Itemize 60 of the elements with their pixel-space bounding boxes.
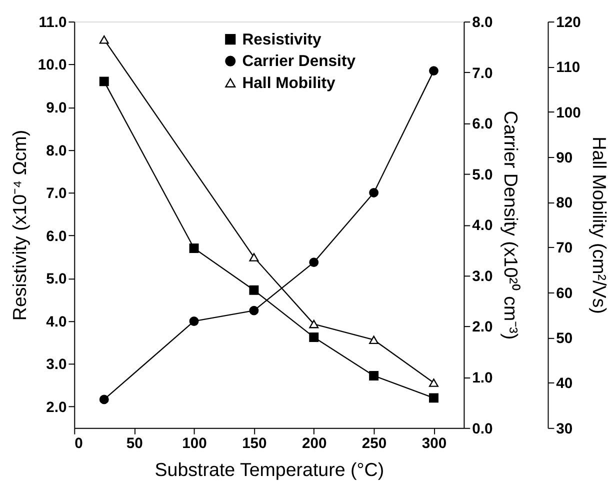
- y3-axis-title: Hall Mobility (cm²/Vs): [588, 136, 610, 314]
- y-tick-label: 4.0: [46, 314, 67, 330]
- point: [309, 320, 319, 328]
- y3-tick-label: 70: [556, 240, 573, 257]
- y-tick-label: 11.0: [38, 14, 67, 31]
- y3-tick-label: 110: [556, 60, 580, 76]
- y2-tick-label: 0.0: [472, 421, 493, 438]
- point: [99, 76, 109, 86]
- y3-tick-label: 60: [556, 286, 573, 302]
- y2-tick-label: 1.0: [472, 370, 493, 387]
- y3-tick-label: 120: [556, 14, 581, 31]
- point: [429, 393, 438, 403]
- y2-tick-label: 3.0: [472, 268, 493, 285]
- y-axis-title: Resistivity (x10⁻⁴ Ωcm): [9, 130, 30, 321]
- x-tick-label: 50: [126, 436, 143, 452]
- y2-tick-label: 7.0: [472, 66, 493, 82]
- point: [99, 394, 109, 404]
- legend-label: Hall Mobility: [242, 74, 336, 92]
- x-tick-label: 200: [302, 436, 327, 452]
- y-tick-label: 8.0: [46, 143, 67, 160]
- y2-tick-label: 4.0: [472, 218, 493, 234]
- y-tick-label: 10.0: [38, 58, 67, 74]
- point: [429, 378, 438, 387]
- y2-axis-title: Carrier Density (x10²⁰ cm⁻³): [500, 110, 522, 340]
- y-tick-label: 2.0: [46, 400, 67, 416]
- y-tick-label: 6.0: [46, 228, 67, 245]
- x-tick-label: 0: [74, 436, 83, 452]
- y-tick-label: 3.0: [46, 357, 67, 374]
- y2-tick-label: 8.0: [472, 14, 493, 31]
- point: [429, 66, 438, 76]
- point: [189, 244, 199, 253]
- point: [309, 258, 319, 268]
- point: [249, 306, 259, 316]
- y-tick-label: 9.0: [46, 100, 67, 117]
- y2-tick-label: 2.0: [472, 320, 493, 336]
- point: [369, 370, 379, 380]
- y3-tick-label: 80: [556, 196, 573, 212]
- point: [309, 332, 319, 342]
- x-axis-title: Substrate Temperature (°C): [154, 458, 384, 480]
- point: [249, 253, 259, 262]
- point: [249, 285, 259, 295]
- y3-tick-label: 100: [556, 105, 581, 122]
- point: [369, 336, 379, 344]
- y3-tick-label: 90: [556, 150, 573, 166]
- x-tick-label: 300: [422, 436, 447, 452]
- x-tick-label: 150: [242, 436, 267, 452]
- y-tick-label: 5.0: [46, 272, 67, 288]
- y2-tick-label: 5.0: [472, 167, 493, 184]
- legend-label: Carrier Density: [242, 53, 356, 70]
- y3-tick-label: 50: [556, 331, 573, 348]
- point: [189, 316, 199, 326]
- x-tick-label: 100: [182, 436, 207, 452]
- y3-tick-label: 30: [556, 421, 573, 438]
- point: [99, 35, 109, 44]
- legend-label: Resistivity: [242, 31, 322, 48]
- point: [369, 188, 379, 198]
- x-tick-label: 250: [362, 436, 387, 452]
- y-tick-label: 7.0: [46, 186, 67, 202]
- y2-tick-label: 6.0: [472, 116, 493, 133]
- y3-tick-label: 40: [556, 376, 573, 392]
